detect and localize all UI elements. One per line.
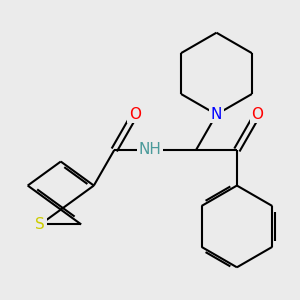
Text: S: S — [35, 217, 45, 232]
Text: O: O — [251, 107, 263, 122]
Text: O: O — [129, 107, 141, 122]
Text: N: N — [211, 107, 222, 122]
Text: NH: NH — [139, 142, 162, 158]
